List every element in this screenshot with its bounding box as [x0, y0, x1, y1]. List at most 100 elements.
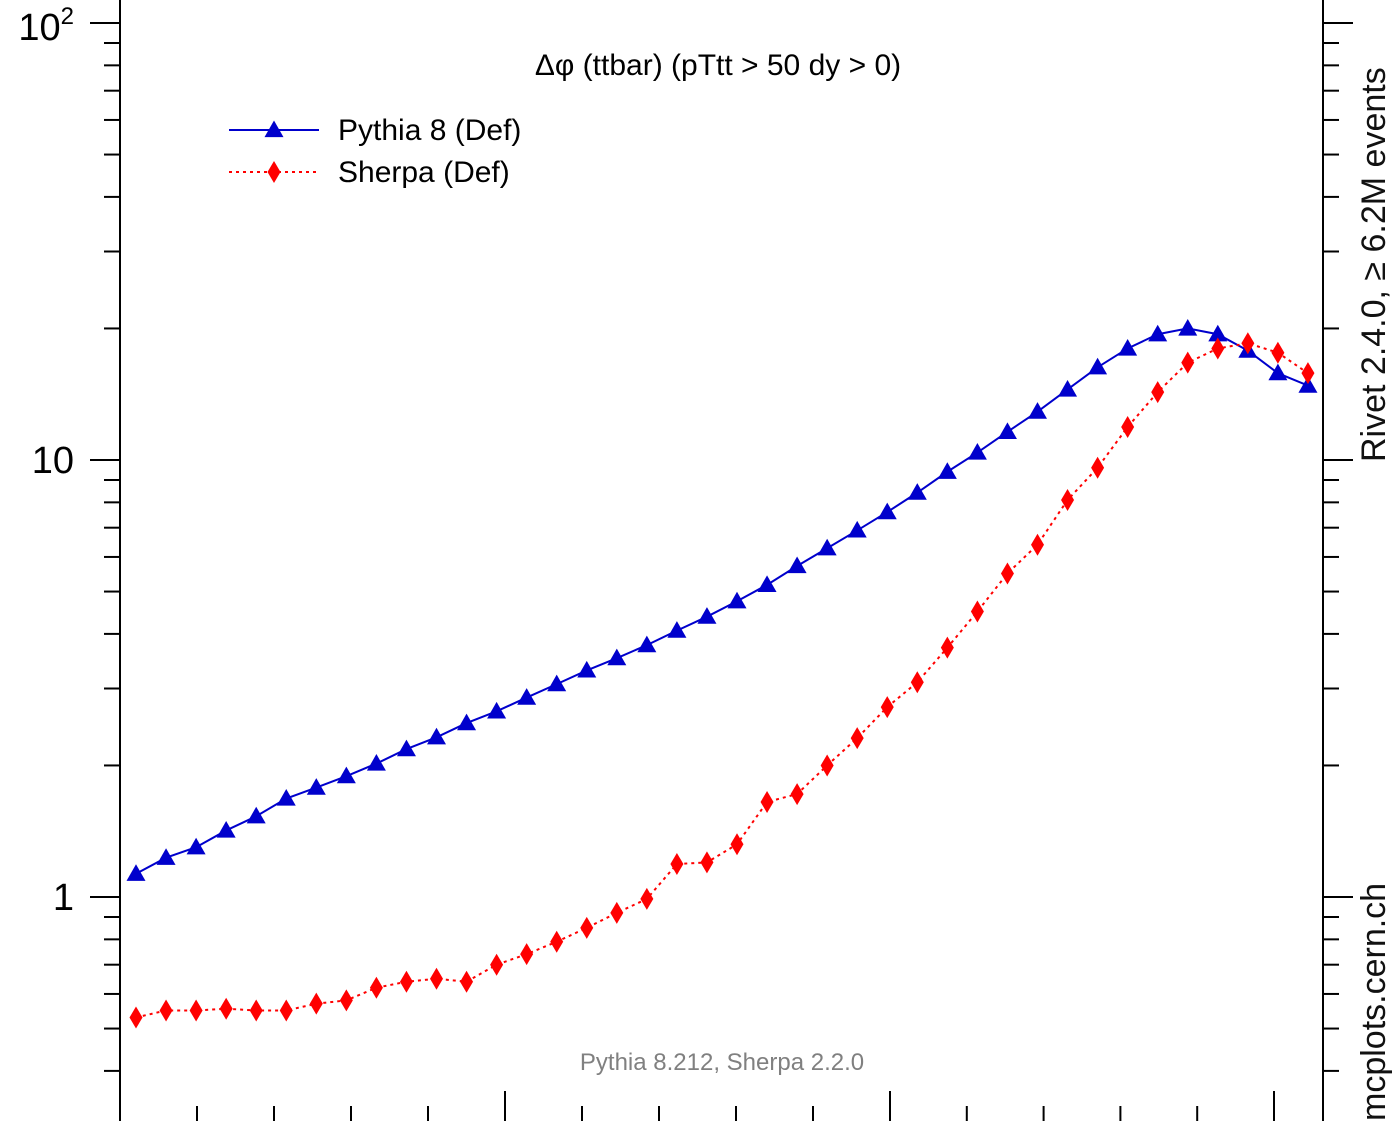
data-point [1181, 351, 1195, 374]
data-point [1268, 363, 1288, 381]
data-point [910, 671, 924, 694]
data-point [1000, 562, 1014, 585]
data-point [997, 422, 1017, 439]
data-point [457, 713, 477, 731]
data-point [790, 783, 804, 806]
data-point [366, 754, 386, 771]
data-point [1298, 376, 1318, 393]
series-line [135, 327, 1309, 875]
data-point [1208, 324, 1228, 342]
data-point [246, 806, 266, 824]
data-point [1151, 381, 1165, 404]
data-point [276, 789, 296, 806]
data-point [547, 674, 567, 692]
y-axis-ticks: 1 10 102 [18, 3, 1353, 1072]
data-point [697, 607, 717, 624]
data-point [1088, 357, 1108, 375]
data-point [667, 621, 687, 638]
legend-marker [267, 161, 281, 183]
data-point [787, 556, 807, 574]
data-point [730, 833, 744, 856]
data-point [216, 820, 236, 838]
data-point [1118, 338, 1138, 356]
data-point [1058, 379, 1078, 397]
data-point [700, 851, 714, 874]
data-point [820, 754, 834, 777]
data-point [1091, 456, 1105, 479]
legend-marker [264, 120, 284, 138]
data-point [1121, 415, 1135, 438]
data-point [1028, 402, 1047, 419]
data-point [487, 701, 507, 719]
data-point [369, 976, 383, 999]
data-point [580, 916, 594, 939]
data-point [1271, 341, 1285, 364]
data-point [817, 538, 837, 556]
data-point [520, 943, 534, 966]
data-point [640, 887, 654, 910]
chart-title: Δφ (ttbar) (pTtt > 50 dy > 0) [535, 49, 901, 82]
data-point [396, 739, 416, 757]
plot-frame [119, 0, 1324, 1121]
data-point [219, 997, 233, 1020]
data-point [1061, 488, 1075, 511]
y-tick-label: 102 [18, 3, 74, 49]
data-point [186, 837, 206, 855]
data-point [517, 688, 537, 705]
data-point [970, 600, 984, 623]
data-point [156, 848, 176, 865]
x-axis-ticks [119, 1091, 1275, 1121]
data-point [670, 852, 684, 875]
data-point [967, 443, 987, 460]
data-point [1031, 533, 1044, 556]
data-point [760, 790, 774, 813]
data-point [1301, 362, 1315, 385]
data-point [490, 953, 504, 976]
data-point [1241, 332, 1255, 355]
data-point [1148, 324, 1168, 342]
rivet-version-label: Rivet 2.4.0, ≥ 6.2M events [1355, 67, 1393, 462]
data-point [159, 999, 173, 1022]
data-point [279, 999, 293, 1022]
data-point [189, 999, 203, 1022]
series-line [135, 342, 1309, 1019]
series-sherpa [129, 332, 1315, 1029]
data-point [907, 483, 927, 500]
data-point [249, 999, 263, 1022]
mcplots-site-label: mcplots.cern.ch [1355, 882, 1393, 1121]
y-tick-label: 1 [53, 877, 74, 919]
y-tick-label: 10 [32, 440, 74, 482]
data-point [339, 989, 353, 1012]
data-point [427, 727, 446, 745]
data-point [607, 648, 627, 666]
data-point [757, 575, 777, 592]
data-point [550, 930, 564, 953]
data-point [610, 901, 624, 924]
legend: Pythia 8 (Def) Sherpa (Def) [229, 114, 521, 189]
data-point [877, 502, 897, 520]
data-point [460, 970, 474, 993]
data-point [129, 1006, 143, 1029]
data-point [126, 864, 146, 881]
data-point [850, 727, 864, 750]
data-point [336, 766, 356, 784]
data-point [309, 992, 323, 1015]
data-point [847, 520, 867, 538]
series-pythia [126, 318, 1318, 881]
data-point [577, 660, 597, 678]
data-point [727, 591, 747, 609]
data-point [1178, 318, 1198, 336]
data-point [880, 696, 894, 719]
data-point [399, 970, 413, 993]
data-point [1211, 337, 1225, 360]
series-layer [126, 318, 1318, 1029]
data-point [937, 462, 957, 479]
data-point [306, 778, 326, 795]
legend-label: Sherpa (Def) [338, 156, 510, 189]
data-point [637, 635, 657, 653]
generator-annotation: Pythia 8.212, Sherpa 2.2.0 [580, 1049, 864, 1076]
data-point [430, 967, 443, 990]
legend-label: Pythia 8 (Def) [338, 114, 521, 147]
data-point [940, 636, 954, 659]
